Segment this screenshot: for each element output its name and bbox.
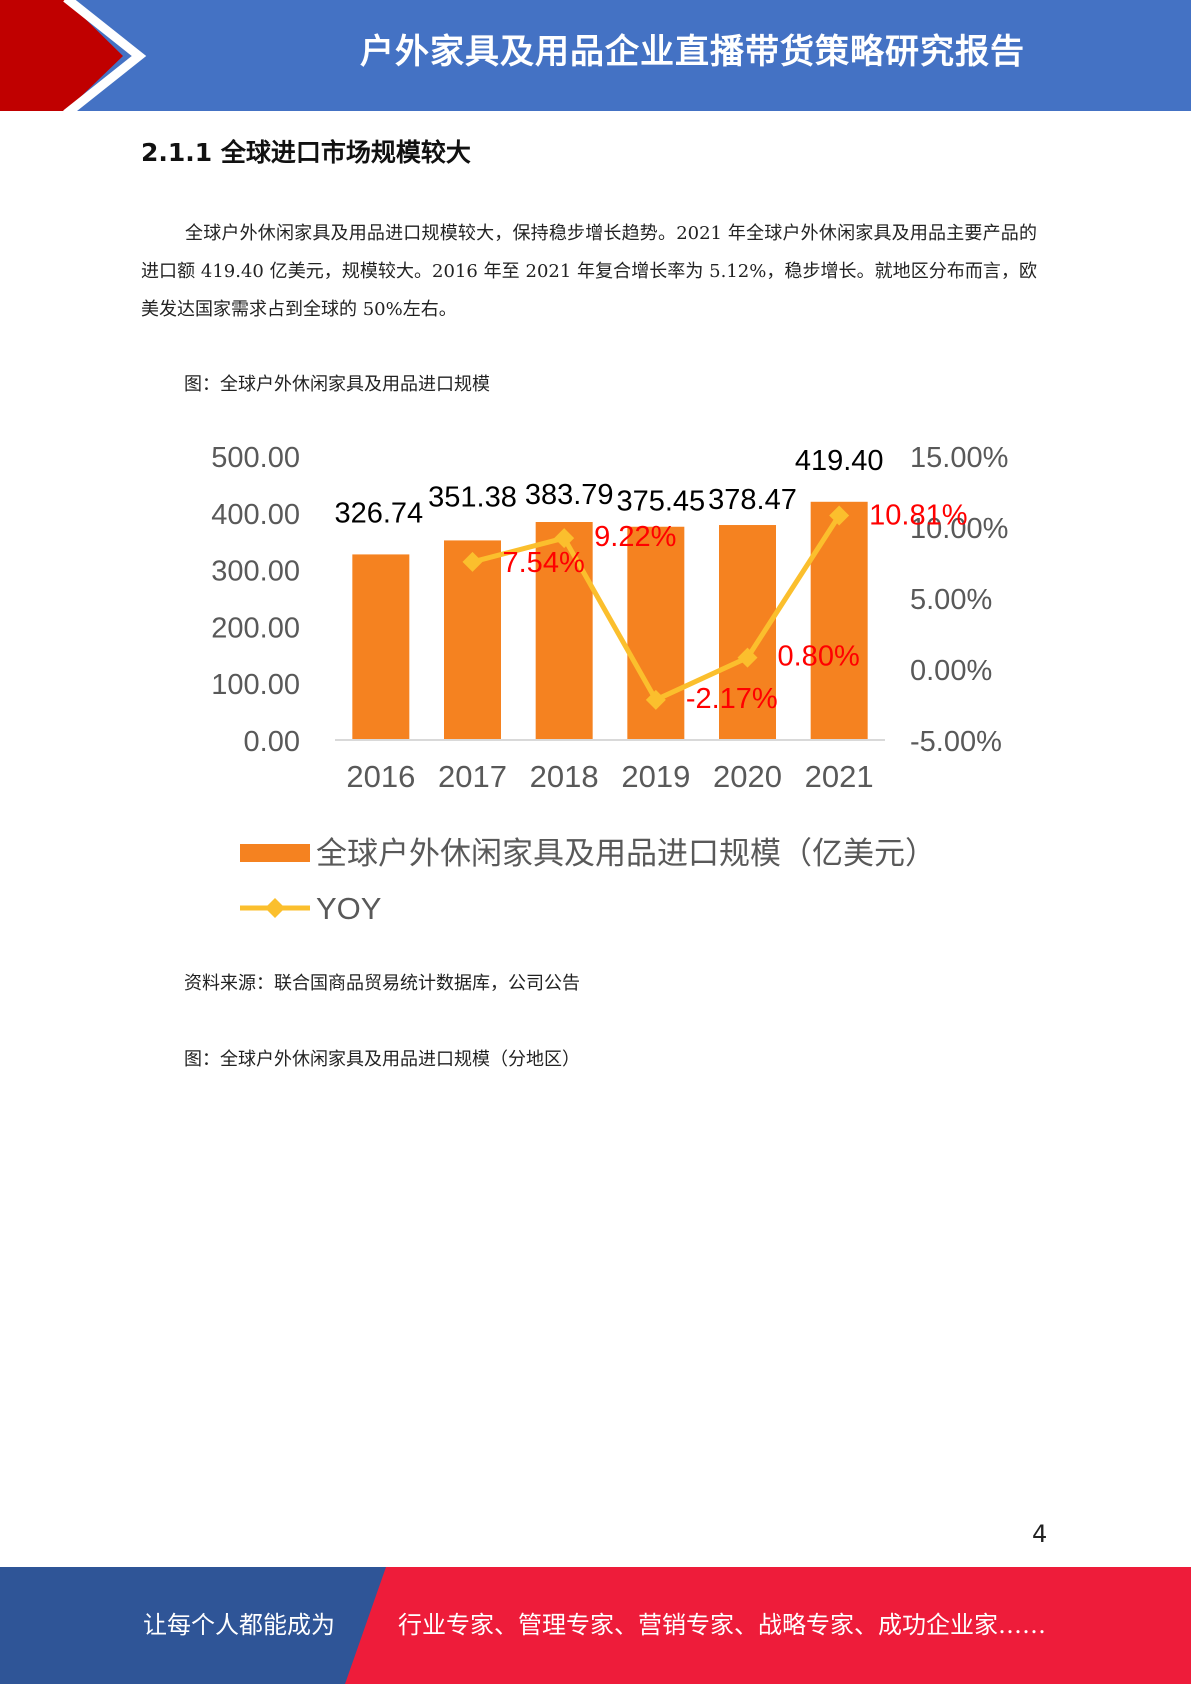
x-axis-tick-label: 2019: [621, 759, 690, 794]
bar-value-label: 326.74: [334, 497, 423, 529]
left-axis-tick-label: 400.00: [211, 499, 300, 531]
footer-expert-list: 行业专家、管理专家、营销专家、战略专家、成功企业家……: [398, 1611, 1046, 1639]
yoy-value-label: 0.80%: [778, 641, 860, 673]
section-heading: 2.1.1 全球进口市场规模较大: [141, 138, 471, 167]
header-banner: 户外家具及用品企业直播带货策略研究报告: [0, 0, 1191, 111]
left-axis-tick-label: 500.00: [211, 442, 300, 474]
yoy-point: [462, 551, 483, 572]
legend-yoy-marker: [265, 898, 285, 918]
x-axis-tick-label: 2017: [438, 759, 507, 794]
bar-value-label: 383.79: [525, 479, 614, 511]
x-axis-tick-label: 2021: [805, 759, 874, 794]
left-axis-tick-label: 200.00: [211, 612, 300, 644]
bar-value-label: 419.40: [795, 445, 884, 477]
legend-bar-label: 全球户外休闲家具及用品进口规模（亿美元）: [316, 836, 936, 871]
footer-banner: 让每个人都能成为 行业专家、管理专家、营销专家、战略专家、成功企业家……: [0, 1567, 1191, 1684]
body-paragraph: 全球户外休闲家具及用品进口规模较大，保持稳步增长趋势。2021 年全球户外休闲家…: [141, 223, 1037, 320]
x-axis-tick-label: 2020: [713, 759, 782, 794]
report-title: 户外家具及用品企业直播带货策略研究报告: [360, 32, 1025, 72]
yoy-value-label: -2.17%: [686, 683, 778, 715]
bar-value-label: 378.47: [708, 484, 797, 516]
bar-value-label: 351.38: [428, 481, 517, 513]
figure-caption: 图：全球户外休闲家具及用品进口规模: [184, 374, 490, 395]
yoy-point: [829, 505, 850, 526]
figure-source: 资料来源：联合国商品贸易统计数据库，公司公告: [184, 973, 580, 994]
right-axis-tick-label: 15.00%: [910, 442, 1008, 474]
left-axis-tick-label: 100.00: [211, 669, 300, 701]
header-chevron-decoration: [0, 0, 147, 111]
bar-2016: [352, 554, 410, 740]
right-axis-tick-label: 10.00%: [910, 513, 1008, 545]
yoy-point: [554, 528, 575, 549]
yoy-value-label: 9.22%: [594, 521, 676, 553]
bar-2018: [535, 522, 593, 740]
right-axis-tick-label: 0.00%: [910, 655, 992, 687]
yoy-value-label: 7.54%: [503, 547, 585, 579]
bar-value-label: 375.45: [616, 486, 705, 518]
figure2-caption: 图：全球户外休闲家具及用品进口规模（分地区）: [184, 1049, 580, 1070]
x-axis-tick-label: 2018: [530, 759, 599, 794]
yoy-point: [645, 689, 666, 710]
left-axis-tick-label: 0.00: [244, 726, 300, 758]
page-number: 4: [1032, 1520, 1048, 1548]
yoy-value-label: 10.81%: [869, 499, 967, 531]
bar-2017: [444, 540, 501, 740]
legend-yoy-label: YOY: [316, 891, 381, 926]
footer-slogan: 让每个人都能成为: [143, 1611, 335, 1639]
left-axis-tick-label: 300.00: [211, 556, 300, 588]
yoy-point: [737, 647, 758, 668]
right-axis-tick-label: 5.00%: [910, 584, 992, 616]
footer-background: [0, 1567, 1191, 1684]
x-axis-tick-label: 2016: [346, 759, 415, 794]
right-axis-tick-label: -5.00%: [910, 726, 1002, 758]
import-scale-chart: 0.00 100.00 200.00 300.00 400.00 500.00 -5.00%…: [211, 442, 1008, 926]
legend-bar-swatch: [240, 844, 310, 862]
bar-2021: [810, 501, 868, 740]
